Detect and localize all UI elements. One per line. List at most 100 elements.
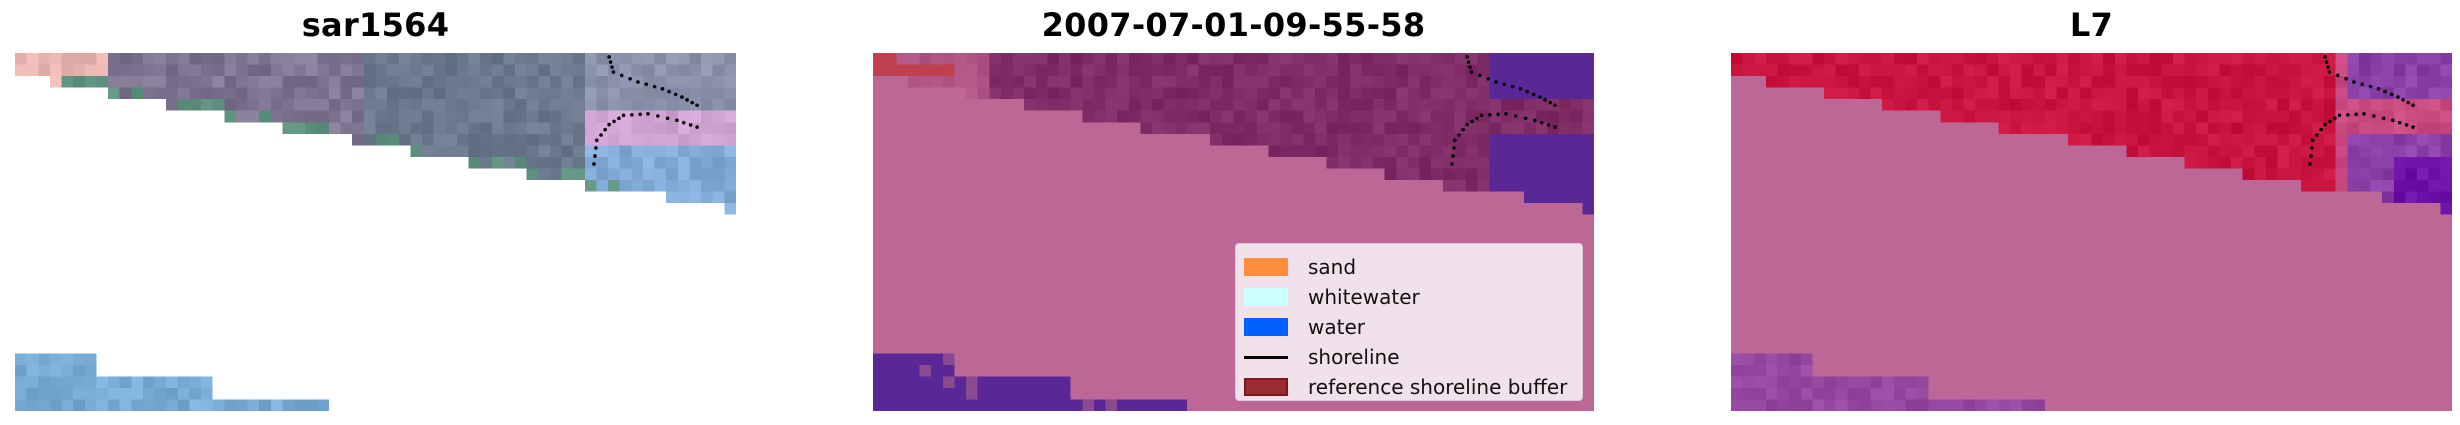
shoreline-dot	[681, 120, 686, 125]
legend-label: water	[1308, 315, 1365, 339]
legend-item-buffer: reference shoreline buffer	[1244, 372, 1574, 402]
shoreline-dot	[2368, 84, 2373, 89]
legend-item-shoreline: shoreline	[1244, 342, 1574, 372]
shoreline-dot	[1451, 154, 1455, 158]
shoreline-dot	[619, 73, 624, 78]
shoreline-dot	[2326, 65, 2330, 69]
shoreline-dot	[592, 162, 596, 166]
legend-label: reference shoreline buffer	[1308, 375, 1568, 399]
shoreline-dot	[2344, 76, 2348, 81]
shoreline-dot	[610, 65, 614, 69]
shoreline-dot	[1518, 87, 1523, 91]
shoreline-dot	[1539, 120, 1544, 125]
shoreline-dot	[607, 55, 611, 59]
shoreline-dot	[685, 98, 689, 102]
shoreline-dot	[656, 114, 660, 118]
shoreline-dot	[2354, 112, 2358, 117]
shoreline-dot	[2401, 98, 2405, 102]
shoreline-dot	[611, 70, 616, 74]
shoreline-dot	[2396, 95, 2400, 99]
shoreline-dot	[2411, 125, 2415, 129]
shoreline-dot	[2360, 82, 2365, 87]
shoreline-dot	[599, 133, 603, 137]
panel-title: L7	[2069, 6, 2114, 44]
index-image	[1731, 53, 2452, 411]
shoreline-dot	[652, 84, 657, 89]
legend-item-sand: sand	[1244, 252, 1574, 282]
shoreline-line-swatch	[1244, 355, 1288, 359]
shoreline-dot	[612, 119, 616, 124]
shoreline-dot	[2383, 89, 2387, 94]
shoreline-dot	[1553, 103, 1557, 108]
shoreline-dot	[667, 89, 671, 94]
shoreline-dot	[695, 125, 699, 129]
buffer-swatch	[1244, 378, 1288, 396]
shoreline-dot	[595, 138, 599, 143]
shoreline-dot	[2337, 113, 2342, 118]
shoreline-dot	[1504, 112, 1508, 116]
panel-title: 2007-07-01-09-55-58	[1041, 6, 1426, 44]
shoreline-dot	[1452, 146, 1456, 150]
shoreline-dot	[594, 146, 598, 150]
shoreline-dot	[1538, 95, 1542, 99]
shoreline-dot	[2335, 73, 2340, 78]
shoreline-dot	[2346, 113, 2350, 117]
shoreline-dot	[2389, 92, 2394, 97]
shoreline-dot	[630, 113, 634, 117]
shoreline-dot	[1514, 114, 1518, 118]
shoreline-dot	[2362, 112, 2366, 116]
shoreline-dot	[665, 116, 670, 121]
shoreline-dot	[646, 112, 650, 116]
shoreline-dot	[1465, 55, 1469, 59]
legend-item-whitewater: whitewater	[1244, 282, 1574, 312]
shoreline-dot	[1543, 98, 1547, 102]
shoreline-dot	[1546, 123, 1551, 127]
shoreline-dot	[1465, 122, 1469, 127]
shoreline-dot	[2352, 80, 2356, 84]
shoreline-dot	[2406, 100, 2411, 105]
image-axes	[1731, 53, 2452, 411]
shoreline-dot	[621, 113, 626, 118]
whitewater-swatch	[1244, 288, 1288, 306]
shoreline-dot	[2411, 103, 2415, 108]
water-swatch	[1244, 318, 1288, 336]
shoreline-dot	[628, 76, 632, 81]
legend-label: sand	[1308, 255, 1357, 279]
shoreline-dot	[644, 82, 649, 87]
legend-label: shoreline	[1308, 345, 1400, 369]
shoreline-dot	[2328, 119, 2332, 124]
shoreline-dot	[2372, 114, 2376, 118]
shoreline-dot	[2397, 120, 2402, 125]
shoreline-dot	[1477, 73, 1482, 78]
shoreline-dot	[603, 127, 607, 132]
shoreline-dot	[1531, 92, 1536, 97]
shoreline-dot	[2309, 154, 2313, 158]
shoreline-dot	[1494, 80, 1498, 84]
shoreline-dots	[592, 55, 699, 166]
shoreline-dot	[675, 118, 679, 123]
shoreline-dot	[638, 112, 642, 117]
shoreline-dots	[1450, 55, 1557, 166]
shoreline-dot	[2333, 116, 2337, 121]
legend-label: whitewater	[1308, 285, 1420, 309]
shoreline-dot	[695, 103, 699, 108]
sand-swatch	[1244, 258, 1288, 276]
satellite-image	[15, 53, 736, 411]
shoreline-dot	[1548, 100, 1553, 105]
shoreline-dot	[2327, 70, 2332, 74]
shoreline-dot	[680, 95, 684, 99]
shoreline-dot	[2404, 123, 2409, 127]
shoreline-dot	[1553, 125, 1557, 129]
shoreline-dots	[2308, 55, 2415, 166]
shoreline-dot	[1523, 116, 1528, 121]
shoreline-dot	[2315, 133, 2319, 137]
shoreline-dot	[2308, 162, 2312, 166]
shoreline-dot	[1468, 65, 1472, 69]
shoreline-dot	[617, 116, 621, 121]
shoreline-dot	[2323, 55, 2327, 59]
shoreline-dot	[636, 80, 640, 84]
shoreline-dot	[688, 123, 693, 127]
shoreline-dot	[2310, 146, 2314, 150]
shoreline-dot	[2311, 138, 2315, 143]
shoreline-dot	[607, 122, 611, 127]
